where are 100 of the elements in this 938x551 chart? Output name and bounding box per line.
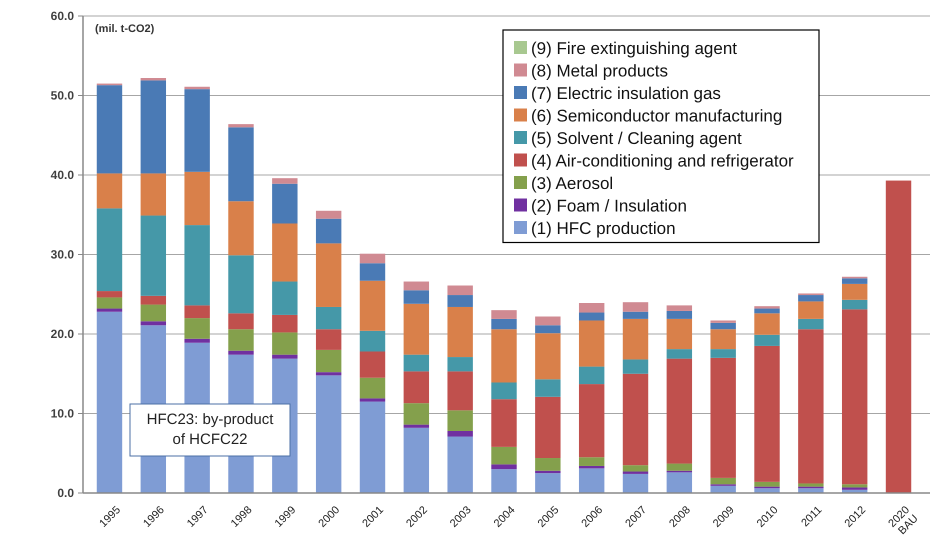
bar bbox=[404, 424, 430, 428]
bar bbox=[360, 263, 386, 281]
legend-label: (5) Solvent / Cleaning agent bbox=[531, 128, 742, 148]
bar bbox=[622, 359, 648, 374]
bar bbox=[360, 378, 386, 398]
bar bbox=[842, 284, 868, 300]
bar bbox=[535, 325, 561, 334]
bar bbox=[404, 428, 430, 493]
bar bbox=[491, 310, 517, 319]
bar bbox=[140, 216, 166, 296]
bar bbox=[360, 280, 386, 331]
bar bbox=[404, 304, 430, 355]
bar bbox=[316, 243, 342, 307]
bar bbox=[272, 354, 298, 359]
y-tick-label: 50.0 bbox=[50, 88, 74, 103]
bar bbox=[272, 184, 298, 224]
bar bbox=[666, 310, 692, 319]
bar bbox=[447, 295, 473, 307]
bar bbox=[272, 332, 298, 355]
bar bbox=[666, 472, 692, 493]
bar bbox=[447, 286, 473, 296]
bar bbox=[710, 320, 736, 323]
bar bbox=[316, 372, 342, 376]
bar bbox=[842, 484, 868, 488]
y-tick-label: 30.0 bbox=[50, 248, 74, 262]
bar bbox=[491, 382, 517, 400]
bar bbox=[228, 255, 254, 314]
bar bbox=[535, 396, 561, 458]
bar bbox=[447, 357, 473, 372]
legend-label: (4) Air-conditioning and refrigerator bbox=[531, 151, 794, 170]
bar bbox=[535, 333, 561, 380]
bar bbox=[578, 468, 604, 493]
bar bbox=[535, 473, 561, 493]
bar bbox=[404, 371, 430, 404]
bar bbox=[578, 366, 604, 384]
bar bbox=[842, 487, 868, 490]
bar bbox=[140, 296, 166, 305]
bar bbox=[228, 329, 254, 351]
bar bbox=[754, 306, 780, 309]
bar bbox=[842, 309, 868, 484]
bar bbox=[535, 316, 561, 326]
bar bbox=[710, 478, 736, 484]
bar bbox=[622, 312, 648, 319]
bar bbox=[622, 318, 648, 360]
bar bbox=[666, 358, 692, 464]
bar bbox=[272, 178, 298, 184]
bar bbox=[316, 218, 342, 244]
bar bbox=[96, 208, 122, 292]
bar bbox=[578, 466, 604, 468]
bar bbox=[754, 313, 780, 335]
bar bbox=[184, 305, 210, 318]
bar bbox=[360, 402, 386, 493]
annotation: HFC23: by-product of HCFC22 bbox=[146, 411, 274, 448]
bar bbox=[754, 482, 780, 487]
bar bbox=[535, 379, 561, 397]
bar bbox=[140, 304, 166, 322]
bar bbox=[360, 351, 386, 378]
bar bbox=[535, 470, 561, 474]
bar bbox=[96, 85, 122, 174]
bar bbox=[710, 486, 736, 493]
bar bbox=[404, 354, 430, 372]
bar bbox=[754, 488, 780, 493]
bar bbox=[316, 210, 342, 219]
y-axis-title: (mil. t-CO2) bbox=[95, 23, 155, 35]
bar bbox=[578, 457, 604, 466]
bar bbox=[666, 305, 692, 311]
bar bbox=[96, 173, 122, 208]
bar bbox=[96, 308, 122, 312]
bar bbox=[798, 483, 824, 487]
legend-label: (3) Aerosol bbox=[531, 174, 614, 193]
bar bbox=[491, 318, 517, 330]
bar bbox=[491, 446, 517, 464]
bar bbox=[754, 308, 780, 314]
bar bbox=[842, 300, 868, 310]
bar bbox=[666, 464, 692, 471]
bar bbox=[622, 302, 648, 312]
bar bbox=[622, 374, 648, 466]
bar bbox=[360, 330, 386, 352]
bar bbox=[316, 329, 342, 350]
legend-label: (1) HFC production bbox=[531, 218, 676, 238]
bar bbox=[96, 291, 122, 298]
legend-label: (9) Fire extinguishing agent bbox=[531, 38, 738, 58]
bar bbox=[710, 349, 736, 358]
bar bbox=[710, 358, 736, 478]
bar bbox=[184, 172, 210, 226]
bar bbox=[798, 318, 824, 330]
bar bbox=[272, 223, 298, 282]
bar bbox=[360, 254, 386, 264]
bar bbox=[710, 322, 736, 330]
y-tick-label: 10.0 bbox=[50, 406, 74, 421]
bar bbox=[535, 458, 561, 471]
bar bbox=[754, 346, 780, 482]
bar bbox=[491, 399, 517, 447]
bar bbox=[491, 464, 517, 470]
bar bbox=[140, 80, 166, 174]
bar bbox=[360, 398, 386, 402]
bar bbox=[666, 318, 692, 350]
bar bbox=[578, 320, 604, 367]
bar bbox=[272, 282, 298, 315]
bar bbox=[447, 410, 473, 431]
